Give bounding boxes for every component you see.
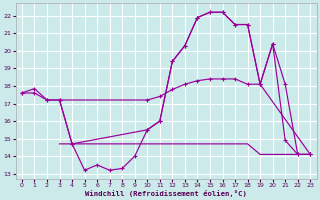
X-axis label: Windchill (Refroidissement éolien,°C): Windchill (Refroidissement éolien,°C)	[85, 190, 247, 197]
